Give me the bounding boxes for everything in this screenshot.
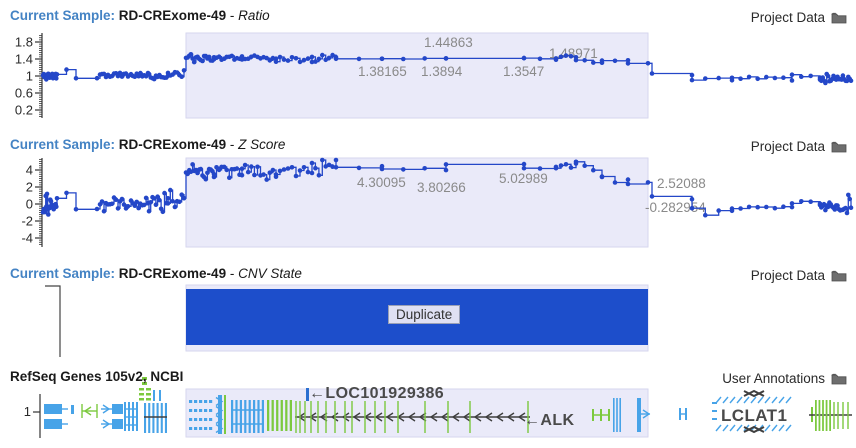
folder-icon[interactable] <box>831 373 847 385</box>
svg-text:0.2: 0.2 <box>15 103 33 118</box>
ratio-track-header: Current Sample: RD-CRExome-49 - Ratio <box>10 8 270 23</box>
current-sample-label: Current Sample: <box>10 266 116 281</box>
svg-text:0: 0 <box>26 197 33 212</box>
separator: - <box>226 137 239 152</box>
svg-text:1.4: 1.4 <box>15 52 33 67</box>
cnv-track-header: Current Sample: RD-CRExome-49 - CNV Stat… <box>10 266 302 281</box>
svg-text:1.3894: 1.3894 <box>421 64 463 79</box>
zscore-right-label[interactable]: Project Data <box>751 139 847 154</box>
svg-text:1.3547: 1.3547 <box>503 64 544 79</box>
folder-icon[interactable] <box>831 141 847 153</box>
gene-label-lclat1[interactable]: LCLAT1 <box>721 406 788 425</box>
cnv-axis-bracket <box>45 285 61 357</box>
gene-label-alk[interactable]: ←ALK <box>524 412 575 429</box>
separator: - <box>226 266 239 281</box>
project-data-label: Project Data <box>750 139 825 154</box>
current-sample-label: Current Sample: <box>10 8 116 23</box>
refseq-title: RefSeq Genes 105v2, NCBI <box>10 369 184 384</box>
svg-text:-0.282954: -0.282954 <box>645 200 706 215</box>
svg-text:1: 1 <box>24 404 31 419</box>
svg-text:4.30095: 4.30095 <box>357 175 406 190</box>
ratio-y-axis: 1.8 1.4 1 0.6 0.2 <box>15 33 43 118</box>
zscore-data-series[interactable]: 4.30095 3.80266 5.02989 2.52088 -0.282954 <box>40 157 854 218</box>
folder-icon[interactable] <box>831 270 847 282</box>
genes-y-axis: 1 <box>24 394 41 438</box>
genes-right-label[interactable]: User Annotations <box>722 371 847 386</box>
sample-name: RD-CRExome-49 <box>118 8 227 23</box>
cnv-state-badge[interactable]: Duplicate <box>388 305 461 324</box>
ratio-right-label[interactable]: Project Data <box>751 10 847 25</box>
gene-label-loc101929386[interactable]: ←LOC101929386 <box>309 385 445 402</box>
svg-text:4: 4 <box>26 163 33 178</box>
gene-glyphs[interactable] <box>44 377 852 434</box>
selected-region-highlights <box>185 32 649 438</box>
svg-text:2.52088: 2.52088 <box>657 176 706 191</box>
metric-name-cnv-state: CNV State <box>238 266 302 281</box>
zscore-y-axis: 4 2 0 -2 -4 <box>21 158 43 247</box>
zscore-track-header: Current Sample: RD-CRExome-49 - Z Score <box>10 137 285 152</box>
sample-name: RD-CRExome-49 <box>118 266 227 281</box>
metric-name-ratio: Ratio <box>238 8 270 23</box>
metric-name-zscore: Z Score <box>238 137 286 152</box>
cnv-right-label[interactable]: Project Data <box>751 268 847 283</box>
folder-icon[interactable] <box>831 12 847 24</box>
svg-text:5.02989: 5.02989 <box>499 171 548 186</box>
svg-text:-4: -4 <box>21 231 33 246</box>
project-data-label: Project Data <box>750 268 825 283</box>
svg-text:1.44863: 1.44863 <box>424 35 473 50</box>
user-annotations-label: User Annotations <box>722 371 825 386</box>
current-sample-label: Current Sample: <box>10 137 116 152</box>
separator: - <box>226 8 239 23</box>
svg-text:1: 1 <box>26 69 33 84</box>
svg-text:0.6: 0.6 <box>15 86 33 101</box>
svg-text:2: 2 <box>26 180 33 195</box>
sample-name: RD-CRExome-49 <box>118 137 227 152</box>
svg-text:1.38165: 1.38165 <box>358 64 407 79</box>
project-data-label: Project Data <box>750 10 825 25</box>
genes-track-header: RefSeq Genes 105v2, NCBI <box>10 369 183 384</box>
svg-text:-2: -2 <box>21 214 33 229</box>
svg-text:1.8: 1.8 <box>15 35 33 50</box>
svg-text:3.80266: 3.80266 <box>417 180 466 195</box>
